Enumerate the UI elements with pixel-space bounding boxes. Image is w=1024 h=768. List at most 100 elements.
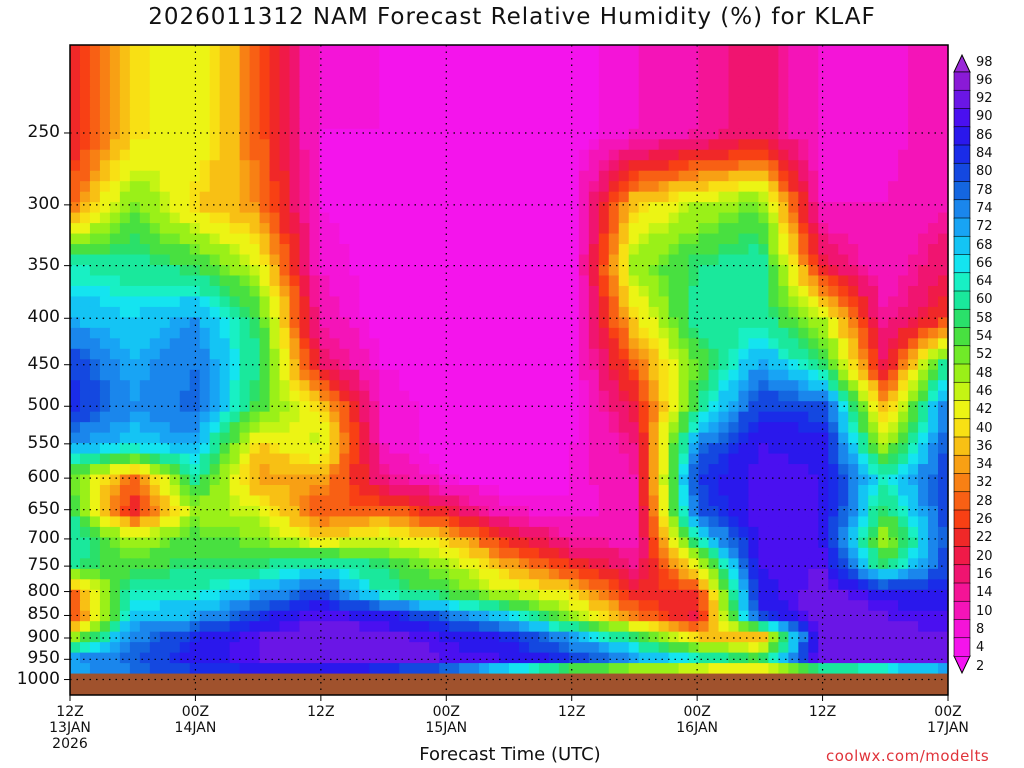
rh-cell bbox=[439, 348, 450, 360]
rh-cell bbox=[79, 317, 91, 329]
rh-cell bbox=[279, 76, 291, 88]
rh-cell bbox=[798, 621, 809, 633]
rh-cell bbox=[768, 485, 779, 497]
rh-cell bbox=[199, 526, 211, 538]
rh-cell bbox=[469, 348, 480, 360]
rh-cell bbox=[359, 390, 370, 402]
rh-cell bbox=[239, 76, 251, 88]
rh-cell bbox=[608, 537, 620, 549]
rh-cell bbox=[329, 495, 340, 507]
rh-cell bbox=[459, 338, 470, 350]
rh-cell bbox=[169, 191, 181, 203]
rh-cell bbox=[249, 547, 261, 559]
rh-cell bbox=[509, 233, 520, 245]
rh-cell bbox=[269, 422, 281, 434]
rh-cell bbox=[738, 254, 750, 266]
rh-cell bbox=[199, 285, 211, 298]
rh-cell bbox=[259, 244, 271, 256]
rh-cell bbox=[838, 296, 849, 308]
rh-cell bbox=[429, 306, 440, 318]
rh-cell bbox=[568, 244, 580, 256]
rh-cell bbox=[289, 265, 301, 277]
rh-cell bbox=[798, 432, 809, 444]
rh-cell bbox=[648, 422, 660, 434]
rh-cell bbox=[219, 65, 231, 78]
rh-cell bbox=[928, 76, 939, 88]
rh-cell bbox=[738, 212, 750, 224]
rh-cell bbox=[668, 401, 680, 413]
rh-cell bbox=[768, 181, 779, 193]
rh-cell bbox=[379, 579, 390, 591]
rh-cell bbox=[379, 86, 390, 98]
rh-cell bbox=[548, 359, 560, 371]
rh-cell bbox=[768, 275, 779, 287]
rh-cell bbox=[259, 118, 271, 130]
rh-cell bbox=[309, 443, 321, 455]
rh-cell bbox=[838, 265, 849, 277]
rh-cell bbox=[678, 526, 690, 538]
rh-cell bbox=[269, 474, 281, 486]
rh-cell bbox=[858, 296, 869, 308]
rh-cell bbox=[898, 369, 909, 381]
rh-cell bbox=[369, 233, 380, 245]
rh-cell bbox=[469, 621, 480, 633]
rh-cell bbox=[718, 107, 730, 119]
rh-cell bbox=[329, 558, 340, 570]
rh-cell bbox=[119, 411, 131, 423]
rh-cell bbox=[319, 621, 331, 633]
rh-cell bbox=[119, 526, 131, 538]
rh-cell bbox=[918, 212, 929, 224]
rh-cell bbox=[888, 128, 899, 140]
rh-cell bbox=[289, 526, 301, 538]
rh-cell bbox=[159, 474, 171, 486]
rh-cell bbox=[99, 233, 111, 245]
rh-cell bbox=[489, 139, 500, 151]
rh-cell bbox=[89, 265, 101, 277]
rh-cell bbox=[608, 631, 620, 643]
rh-cell bbox=[189, 86, 201, 98]
rh-cell bbox=[359, 160, 370, 172]
rh-cell bbox=[439, 600, 450, 612]
rh-cell bbox=[479, 170, 490, 182]
rh-cell bbox=[429, 97, 440, 109]
rh-cell bbox=[768, 306, 779, 318]
rh-cell bbox=[209, 411, 221, 423]
rh-cell bbox=[778, 118, 789, 130]
rh-cell bbox=[449, 233, 460, 245]
rh-cell bbox=[209, 348, 221, 360]
rh-cell bbox=[259, 516, 271, 528]
rh-cell bbox=[79, 202, 91, 214]
rh-cell bbox=[588, 97, 600, 109]
rh-cell bbox=[389, 526, 400, 538]
rh-cell bbox=[329, 244, 340, 256]
rh-cell bbox=[229, 631, 241, 643]
rh-cell bbox=[489, 65, 500, 78]
rh-cell bbox=[329, 401, 340, 413]
rh-cell bbox=[479, 285, 490, 298]
rh-cell bbox=[618, 558, 630, 570]
rh-cell bbox=[728, 181, 740, 193]
rh-cell bbox=[788, 453, 799, 465]
rh-cell bbox=[469, 149, 480, 161]
rh-cell bbox=[608, 380, 620, 392]
rh-cell bbox=[359, 202, 370, 214]
rh-cell bbox=[219, 285, 231, 298]
rh-cell bbox=[788, 485, 799, 497]
rh-cell bbox=[359, 600, 370, 612]
rh-cell bbox=[249, 244, 261, 256]
rh-cell bbox=[209, 610, 221, 622]
rh-cell bbox=[738, 223, 750, 235]
rh-cell bbox=[499, 107, 510, 119]
rh-cell bbox=[70, 223, 81, 235]
rh-cell bbox=[828, 369, 839, 381]
rh-cell bbox=[189, 610, 201, 622]
rh-cell bbox=[379, 474, 390, 486]
rh-cell bbox=[748, 254, 760, 266]
rh-cell bbox=[738, 537, 750, 549]
rh-cell bbox=[548, 327, 560, 339]
rh-cell bbox=[658, 191, 670, 203]
rh-cell bbox=[299, 390, 311, 402]
rh-cell bbox=[788, 223, 799, 235]
rh-cell bbox=[648, 149, 660, 161]
rh-cell bbox=[878, 348, 889, 360]
